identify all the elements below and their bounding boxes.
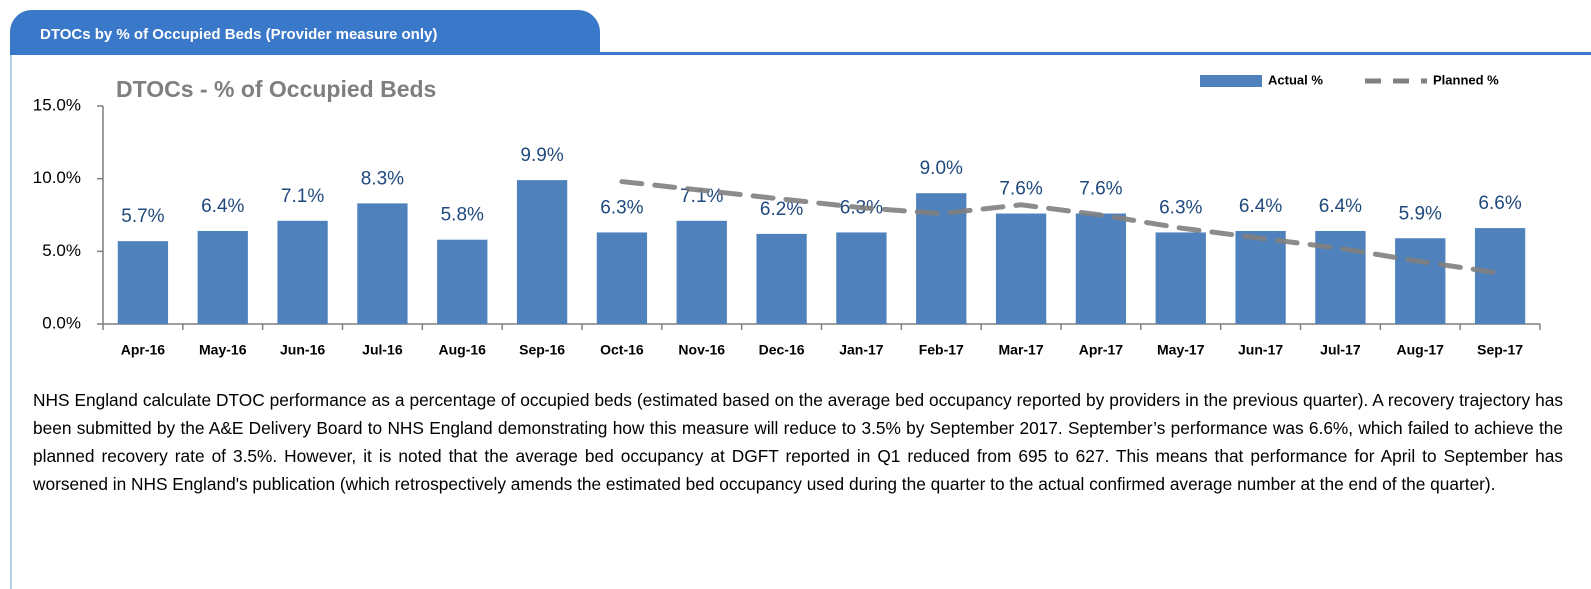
bar (916, 193, 967, 324)
legend-label: Planned % (1433, 72, 1499, 87)
description: NHS England calculate DTOC performance a… (33, 390, 1563, 494)
panel-tab: DTOCs by % of Occupied Beds (Provider me… (10, 10, 600, 54)
value-label: 5.8% (441, 205, 484, 226)
x-tick-label: Dec-16 (759, 342, 805, 358)
value-label: 5.9% (1399, 203, 1442, 224)
value-label: 6.4% (201, 196, 244, 217)
panel-border (10, 55, 12, 589)
y-tick-label: 5.0% (42, 241, 81, 260)
bar (676, 220, 727, 324)
x-tick-label: May-17 (1157, 342, 1205, 358)
x-tick-label: Jun-16 (280, 342, 325, 358)
bar (1075, 213, 1127, 324)
x-tick-label: Jul-17 (1320, 342, 1361, 358)
bar (596, 232, 648, 324)
x-tick-label: Aug-17 (1397, 342, 1445, 358)
value-label: 6.6% (1478, 193, 1521, 214)
y-tick-label: 0.0% (42, 313, 81, 332)
x-tick-label: Oct-16 (600, 342, 644, 358)
x-tick-label: Jan-17 (839, 342, 884, 358)
x-tick-label: Apr-17 (1079, 342, 1124, 358)
bar (756, 233, 807, 324)
bar (197, 230, 248, 324)
chart-title: DTOCs - % of Occupied Beds (116, 76, 436, 102)
bar (516, 180, 568, 324)
value-label: 6.3% (1159, 197, 1202, 218)
bar (1474, 228, 1526, 324)
bar (836, 232, 887, 324)
value-label: 7.6% (1079, 179, 1122, 200)
x-tick-label: Sep-17 (1477, 342, 1523, 358)
chart: DTOCs - % of Occupied Beds 0.0% 5.0% 10.0%… (33, 72, 1541, 358)
panel-rule (10, 52, 1591, 55)
x-tick-label: Mar-17 (999, 342, 1044, 358)
bar (1235, 230, 1286, 324)
legend-swatch (1200, 75, 1262, 87)
x-tick-label: Aug-16 (439, 342, 487, 358)
value-label: 6.3% (600, 197, 643, 218)
bar (357, 203, 408, 324)
legend-label: Actual % (1268, 72, 1323, 87)
value-label: 9.9% (520, 145, 563, 166)
value-label: 7.6% (999, 179, 1042, 200)
bar (277, 220, 328, 324)
value-label: 9.0% (920, 158, 963, 179)
value-label: 8.3% (361, 168, 404, 189)
bar (1395, 238, 1446, 324)
x-tick-label: May-16 (199, 342, 247, 358)
bar (437, 239, 488, 324)
value-label: 6.4% (1239, 196, 1282, 217)
bar (995, 213, 1047, 324)
bar (117, 241, 169, 324)
y-tick-label: 15.0% (33, 95, 81, 114)
x-tick-label: Feb-17 (919, 342, 964, 358)
x-tick-label: Jul-16 (362, 342, 403, 358)
value-label: 5.7% (121, 206, 164, 227)
value-label: 6.4% (1319, 196, 1362, 217)
planned-line (619, 179, 1503, 276)
x-tick-label: Apr-16 (121, 342, 166, 358)
value-label: 6.2% (760, 199, 803, 220)
x-tick-label: Sep-16 (519, 342, 565, 358)
x-tick-label: Jun-17 (1238, 342, 1283, 358)
bar (1155, 232, 1206, 324)
value-label: 7.1% (281, 186, 324, 207)
y-tick-label: 10.0% (33, 168, 81, 187)
x-tick-label: Nov-16 (678, 342, 725, 358)
